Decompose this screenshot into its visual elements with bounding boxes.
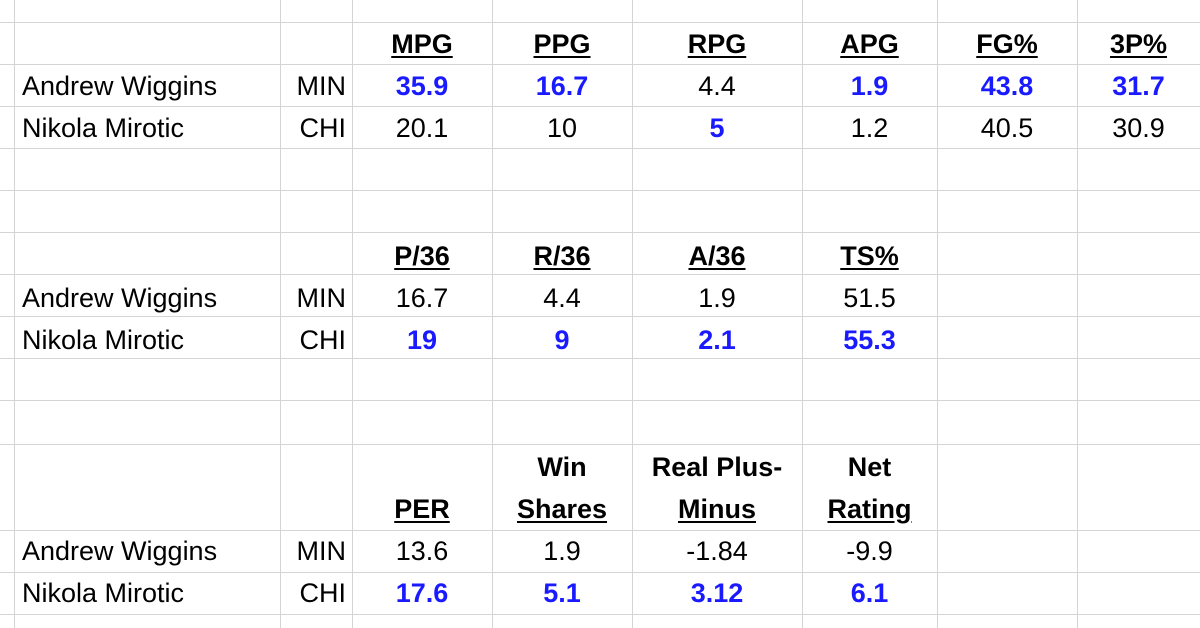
stat-cell-apg[interactable]: 1.2 xyxy=(850,113,889,143)
grid-row-line xyxy=(0,64,1200,65)
player-name-cell[interactable]: Nikola Mirotic xyxy=(22,113,185,143)
grid-column-line xyxy=(352,0,353,628)
stat-cell-net-rating[interactable]: -9.9 xyxy=(846,536,893,566)
stat-cell-a36[interactable]: 1.9 xyxy=(698,283,736,313)
grid-row-line xyxy=(0,358,1200,359)
stat-cell-per[interactable]: 13.6 xyxy=(395,536,449,566)
stat-cell-ts-pct[interactable]: 55.3 xyxy=(843,325,896,355)
player-name-cell[interactable]: Nikola Mirotic xyxy=(22,578,185,608)
team-cell[interactable]: CHI xyxy=(299,325,347,355)
stat-cell-a36[interactable]: 2.1 xyxy=(698,325,736,355)
header-ts-pct[interactable]: TS% xyxy=(840,241,899,271)
header-a36[interactable]: A/36 xyxy=(688,241,746,271)
stat-cell-p36[interactable]: 19 xyxy=(406,325,438,355)
stat-cell-r36[interactable]: 9 xyxy=(554,325,570,355)
stat-cell-mpg[interactable]: 20.1 xyxy=(395,113,449,143)
grid-row-line xyxy=(0,232,1200,233)
stat-cell-real-plus-minus[interactable]: 3.12 xyxy=(690,578,744,608)
stat-cell-rpg[interactable]: 4.4 xyxy=(698,71,736,101)
grid-column-line xyxy=(802,0,803,628)
header-rpg[interactable]: RPG xyxy=(687,29,747,59)
team-cell[interactable]: MIN xyxy=(296,283,347,313)
grid-column-line xyxy=(280,0,281,628)
stat-cell-win-shares[interactable]: 1.9 xyxy=(543,536,581,566)
stat-cell-3p-pct[interactable]: 31.7 xyxy=(1112,71,1165,101)
grid-column-line xyxy=(937,0,938,628)
stat-cell-p36[interactable]: 16.7 xyxy=(395,283,449,313)
team-cell[interactable]: CHI xyxy=(299,578,347,608)
stat-cell-ts-pct[interactable]: 51.5 xyxy=(843,283,896,313)
grid-row-line xyxy=(0,572,1200,573)
team-cell[interactable]: MIN xyxy=(296,71,347,101)
stat-cell-real-plus-minus[interactable]: -1.84 xyxy=(686,536,748,566)
grid-row-line xyxy=(0,106,1200,107)
grid-row-line xyxy=(0,274,1200,275)
grid-column-line xyxy=(14,0,15,628)
grid-row-line xyxy=(0,614,1200,615)
stat-cell-net-rating[interactable]: 6.1 xyxy=(850,578,889,608)
grid-column-line xyxy=(492,0,493,628)
header-3p-pct[interactable]: 3P% xyxy=(1109,29,1168,59)
player-name-cell[interactable]: Nikola Mirotic xyxy=(22,325,185,355)
stat-cell-per[interactable]: 17.6 xyxy=(395,578,449,608)
header-ppg[interactable]: PPG xyxy=(533,29,591,59)
header-real-plus-minus-line1[interactable]: Real Plus- xyxy=(651,452,783,482)
team-cell[interactable]: CHI xyxy=(299,113,347,143)
grid-row-line xyxy=(0,530,1200,531)
grid-row-line xyxy=(0,190,1200,191)
stat-cell-r36[interactable]: 4.4 xyxy=(543,283,581,313)
stat-cell-ppg[interactable]: 16.7 xyxy=(535,71,589,101)
header-mpg[interactable]: MPG xyxy=(391,29,453,59)
grid-row-line xyxy=(0,400,1200,401)
stat-cell-apg[interactable]: 1.9 xyxy=(850,71,889,101)
stat-cell-3p-pct[interactable]: 30.9 xyxy=(1112,113,1165,143)
player-name-cell[interactable]: Andrew Wiggins xyxy=(22,71,218,101)
grid-row-line xyxy=(0,444,1200,445)
header-real-plus-minus-line2[interactable]: Minus xyxy=(678,494,756,524)
header-net-rating-line2[interactable]: Rating xyxy=(827,494,912,524)
stat-cell-fg-pct[interactable]: 43.8 xyxy=(980,71,1034,101)
header-net-rating-line1[interactable]: Net xyxy=(847,452,892,482)
grid-row-line xyxy=(0,148,1200,149)
header-win-shares-line2[interactable]: Shares xyxy=(516,494,608,524)
grid-column-line xyxy=(632,0,633,628)
stat-cell-win-shares[interactable]: 5.1 xyxy=(543,578,581,608)
stat-cell-ppg[interactable]: 10 xyxy=(546,113,578,143)
team-cell[interactable]: MIN xyxy=(296,536,347,566)
stat-cell-fg-pct[interactable]: 40.5 xyxy=(980,113,1034,143)
header-win-shares-line1[interactable]: Win xyxy=(537,452,587,482)
player-name-cell[interactable]: Andrew Wiggins xyxy=(22,536,218,566)
header-fg-pct[interactable]: FG% xyxy=(976,29,1038,59)
grid-row-line xyxy=(0,316,1200,317)
header-p36[interactable]: P/36 xyxy=(394,241,450,271)
header-r36[interactable]: R/36 xyxy=(533,241,591,271)
stat-cell-rpg[interactable]: 5 xyxy=(709,113,725,143)
header-per[interactable]: PER xyxy=(394,494,450,524)
header-apg[interactable]: APG xyxy=(840,29,899,59)
player-name-cell[interactable]: Andrew Wiggins xyxy=(22,283,218,313)
grid-row-line xyxy=(0,22,1200,23)
grid-column-line xyxy=(1077,0,1078,628)
stat-cell-mpg[interactable]: 35.9 xyxy=(395,71,449,101)
